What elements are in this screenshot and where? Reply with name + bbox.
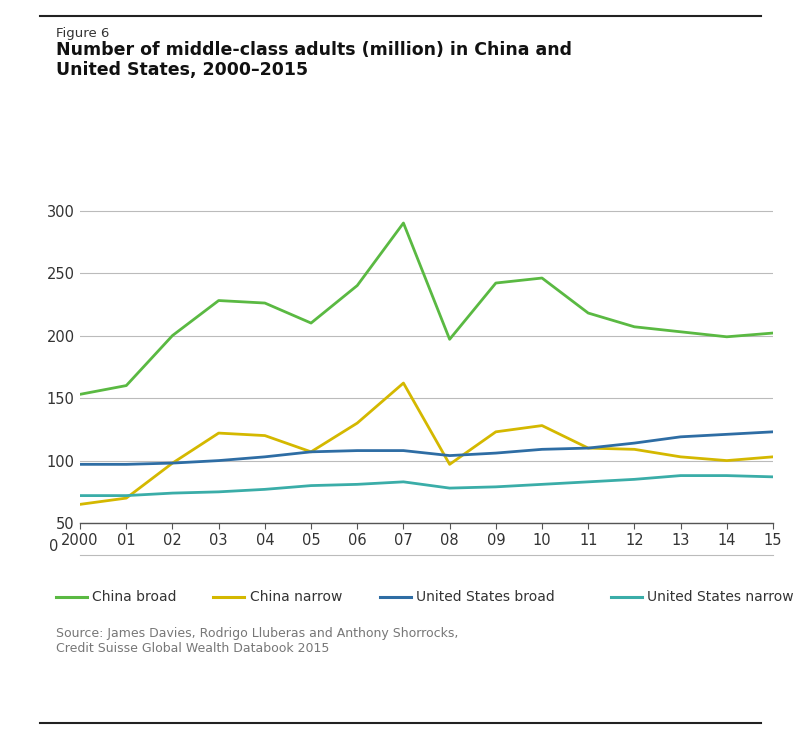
- Text: China broad: China broad: [92, 591, 176, 604]
- Text: United States, 2000–2015: United States, 2000–2015: [56, 61, 308, 79]
- Text: United States narrow: United States narrow: [647, 591, 794, 604]
- Text: United States broad: United States broad: [417, 591, 555, 604]
- Text: Number of middle-class adults (million) in China and: Number of middle-class adults (million) …: [56, 41, 572, 59]
- Text: China narrow: China narrow: [249, 591, 342, 604]
- Text: 0: 0: [49, 539, 58, 554]
- Text: Source: James Davies, Rodrigo Lluberas and Anthony Shorrocks,
Credit Suisse Glob: Source: James Davies, Rodrigo Lluberas a…: [56, 627, 458, 655]
- Text: Figure 6: Figure 6: [56, 27, 110, 41]
